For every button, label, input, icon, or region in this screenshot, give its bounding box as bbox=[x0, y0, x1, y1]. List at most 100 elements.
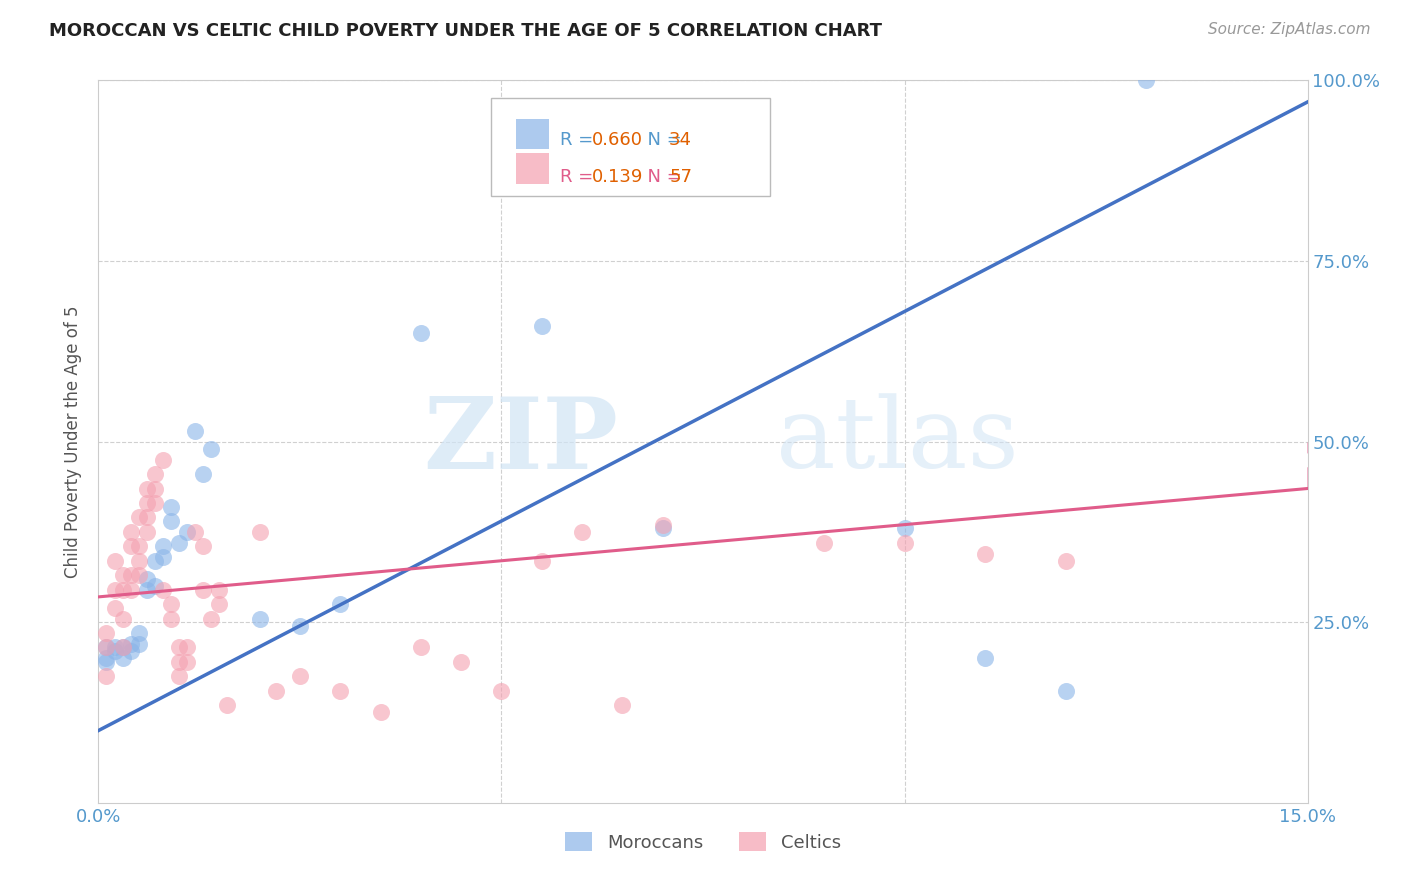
Point bbox=[128, 554, 150, 568]
Point bbox=[264, 683, 287, 698]
Point bbox=[409, 326, 432, 340]
Point bbox=[200, 611, 222, 625]
Point bbox=[249, 524, 271, 539]
Point bbox=[135, 496, 157, 510]
Point bbox=[530, 318, 553, 333]
Point bbox=[530, 554, 553, 568]
Point bbox=[193, 539, 215, 553]
Text: MOROCCAN VS CELTIC CHILD POVERTY UNDER THE AGE OF 5 CORRELATION CHART: MOROCCAN VS CELTIC CHILD POVERTY UNDER T… bbox=[49, 22, 882, 40]
Point bbox=[208, 582, 231, 597]
Y-axis label: Child Poverty Under the Age of 5: Child Poverty Under the Age of 5 bbox=[65, 305, 83, 578]
Point bbox=[160, 514, 183, 528]
Point bbox=[184, 524, 207, 539]
Point bbox=[96, 640, 118, 655]
Point bbox=[450, 655, 472, 669]
Point bbox=[111, 640, 134, 655]
Point bbox=[143, 554, 166, 568]
Point bbox=[152, 539, 174, 553]
Point bbox=[152, 452, 174, 467]
Point bbox=[193, 582, 215, 597]
Point bbox=[135, 524, 157, 539]
Text: R =: R = bbox=[561, 169, 605, 186]
Point bbox=[329, 683, 352, 698]
Point bbox=[200, 442, 222, 456]
Point bbox=[193, 467, 215, 481]
Text: atlas: atlas bbox=[776, 393, 1018, 490]
Point bbox=[651, 521, 673, 535]
Point bbox=[96, 640, 118, 655]
Point bbox=[167, 535, 190, 549]
Point bbox=[571, 524, 593, 539]
Point bbox=[143, 579, 166, 593]
Text: R =: R = bbox=[561, 131, 599, 149]
Point bbox=[120, 524, 142, 539]
Point bbox=[893, 521, 915, 535]
Point bbox=[143, 496, 166, 510]
Point bbox=[143, 482, 166, 496]
Point bbox=[176, 640, 198, 655]
Point bbox=[128, 626, 150, 640]
Point bbox=[184, 424, 207, 438]
Point bbox=[143, 467, 166, 481]
Point bbox=[974, 547, 997, 561]
FancyBboxPatch shape bbox=[492, 98, 769, 196]
Point bbox=[651, 517, 673, 532]
Point bbox=[103, 554, 125, 568]
Text: N =: N = bbox=[637, 169, 688, 186]
Point bbox=[96, 655, 118, 669]
Point bbox=[120, 637, 142, 651]
Text: N =: N = bbox=[637, 131, 688, 149]
Point bbox=[103, 582, 125, 597]
Point bbox=[1135, 73, 1157, 87]
Point bbox=[152, 582, 174, 597]
Point bbox=[167, 640, 190, 655]
Point bbox=[96, 626, 118, 640]
Text: 0.660: 0.660 bbox=[592, 131, 643, 149]
Point bbox=[135, 582, 157, 597]
Text: 57: 57 bbox=[669, 169, 692, 186]
Point bbox=[103, 644, 125, 658]
Point bbox=[176, 655, 198, 669]
Point bbox=[103, 640, 125, 655]
Point bbox=[120, 644, 142, 658]
Point bbox=[409, 640, 432, 655]
Point bbox=[160, 611, 183, 625]
Point bbox=[128, 568, 150, 582]
Text: 0.139: 0.139 bbox=[592, 169, 643, 186]
Point bbox=[288, 619, 311, 633]
Point bbox=[120, 582, 142, 597]
Text: Source: ZipAtlas.com: Source: ZipAtlas.com bbox=[1208, 22, 1371, 37]
Point bbox=[135, 482, 157, 496]
Point bbox=[612, 698, 634, 713]
Legend: Moroccans, Celtics: Moroccans, Celtics bbox=[558, 825, 848, 859]
Point bbox=[128, 539, 150, 553]
Point bbox=[128, 510, 150, 524]
Point bbox=[217, 698, 239, 713]
Point bbox=[111, 651, 134, 665]
Text: ZIP: ZIP bbox=[423, 393, 619, 490]
FancyBboxPatch shape bbox=[516, 119, 550, 149]
Point bbox=[128, 637, 150, 651]
Point bbox=[103, 600, 125, 615]
Point bbox=[813, 535, 835, 549]
Point bbox=[288, 669, 311, 683]
Point bbox=[96, 669, 118, 683]
Point bbox=[111, 640, 134, 655]
Point bbox=[491, 683, 513, 698]
Point bbox=[167, 655, 190, 669]
Point bbox=[120, 568, 142, 582]
Point bbox=[160, 500, 183, 514]
Point bbox=[135, 510, 157, 524]
Point bbox=[893, 535, 915, 549]
Point bbox=[370, 706, 392, 720]
Point bbox=[111, 582, 134, 597]
Text: 34: 34 bbox=[669, 131, 692, 149]
FancyBboxPatch shape bbox=[516, 153, 550, 184]
Point bbox=[176, 524, 198, 539]
Point bbox=[1054, 683, 1077, 698]
Point bbox=[111, 568, 134, 582]
Point bbox=[135, 572, 157, 586]
Point bbox=[974, 651, 997, 665]
Point bbox=[152, 550, 174, 565]
Point bbox=[329, 597, 352, 611]
